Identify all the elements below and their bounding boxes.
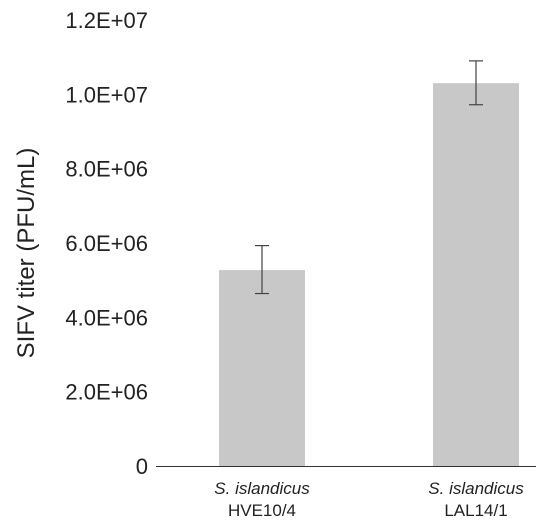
error-bar	[255, 245, 269, 295]
bars	[219, 83, 519, 466]
x-axis-labels: S. islandicus HVE10/4 S. islandicus LAL14/1	[214, 479, 524, 520]
x-category-strain: LAL14/1	[444, 501, 507, 520]
y-tick-label: 4.0E+06	[65, 305, 148, 330]
bar	[219, 270, 305, 466]
y-tick-label: 1.0E+07	[65, 82, 148, 107]
bar	[433, 83, 519, 466]
x-category-species: S. islandicus	[428, 479, 524, 498]
y-tick-label: 8.0E+06	[65, 157, 148, 182]
error-bars	[255, 60, 483, 295]
y-tick-label: 1.2E+07	[65, 8, 148, 33]
y-tick-label: 6.0E+06	[65, 231, 148, 256]
y-axis-ticks: 0 2.0E+06 4.0E+06 6.0E+06 8.0E+06 1.0E+07 1.2E…	[65, 8, 148, 479]
error-bar	[469, 60, 483, 106]
x-category-species: S. islandicus	[214, 479, 310, 498]
y-axis-title: SIFV titer (PFU/mL)	[13, 148, 40, 359]
x-category-strain: HVE10/4	[228, 501, 296, 520]
y-tick-label: 2.0E+06	[65, 380, 148, 405]
y-tick-label: 0	[136, 454, 148, 479]
